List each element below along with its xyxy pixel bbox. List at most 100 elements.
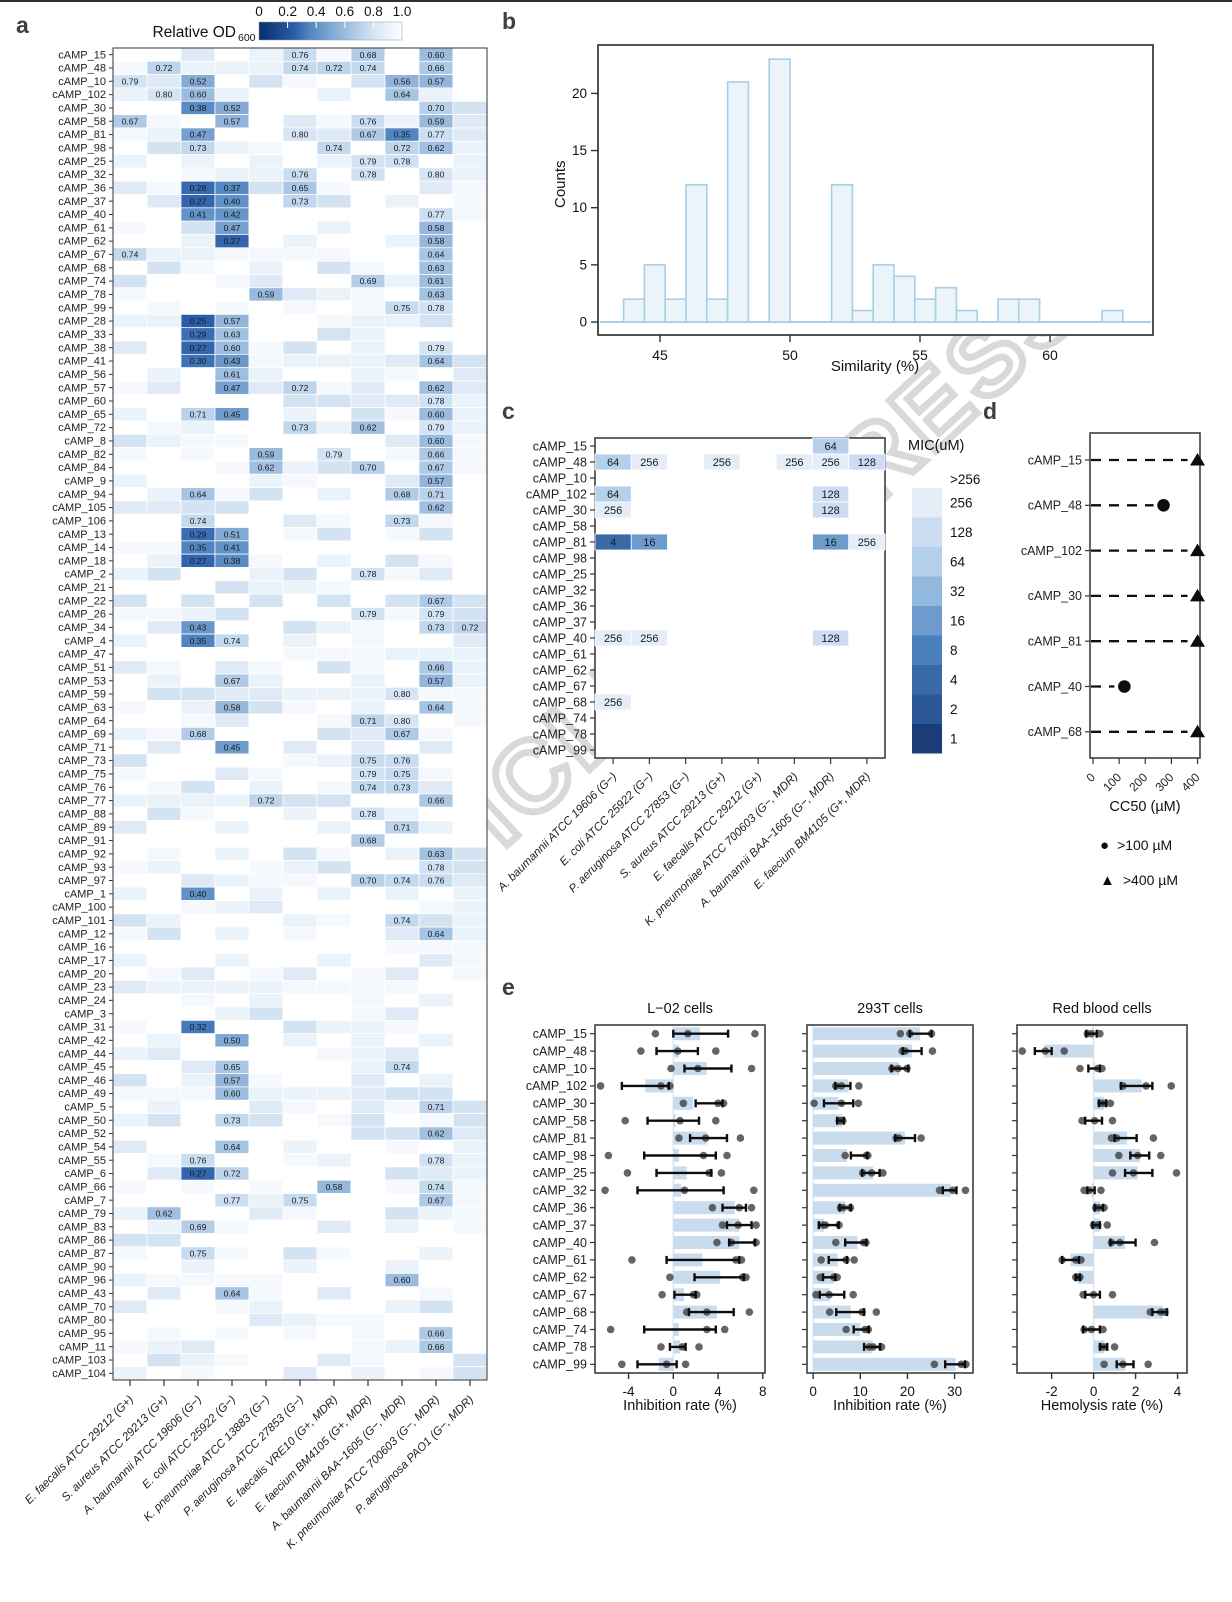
replicate-dot bbox=[718, 1221, 727, 1229]
x-tick-label: 4 bbox=[714, 1384, 722, 1399]
od-cell-value: 0.74 bbox=[190, 516, 207, 526]
od-cell-value: 0.74 bbox=[360, 63, 377, 73]
od-cell-value: 0.73 bbox=[394, 516, 411, 526]
x-tick-label: 0 bbox=[670, 1384, 678, 1399]
row-label: cAMP_65 bbox=[58, 409, 106, 421]
row-label: cAMP_78 bbox=[58, 289, 106, 301]
row-label: cAMP_32 bbox=[58, 169, 106, 181]
replicate-dot bbox=[717, 1169, 726, 1177]
od-cell-value: 0.73 bbox=[428, 623, 445, 633]
od-cell-value: 0.27 bbox=[190, 556, 207, 566]
od-cell-value: 0.80 bbox=[428, 170, 445, 180]
x-tick-label: 4 bbox=[1174, 1384, 1182, 1399]
od-cell-value: 0.41 bbox=[190, 210, 207, 220]
row-label: cAMP_92 bbox=[58, 848, 106, 860]
row-label: cAMP_36 bbox=[58, 182, 106, 194]
replicate-dot bbox=[667, 1064, 675, 1073]
od-cell-value: 0.25 bbox=[190, 316, 207, 326]
panel-letter-a: a bbox=[16, 12, 29, 38]
replicate-dot bbox=[751, 1029, 759, 1038]
od-cell-value: 0.79 bbox=[326, 449, 343, 459]
od-cell-value: 0.76 bbox=[292, 170, 309, 180]
od-cell-value: 0.59 bbox=[428, 116, 445, 126]
replicate-dot bbox=[1108, 1290, 1117, 1299]
row-label: cAMP_51 bbox=[58, 662, 106, 674]
replicate-dot bbox=[713, 1238, 721, 1247]
row-label: cAMP_62 bbox=[533, 1271, 587, 1285]
od-cell-value: 0.71 bbox=[360, 716, 377, 726]
replicate-dot bbox=[1108, 1169, 1117, 1177]
od-cell-value: 0.47 bbox=[224, 223, 241, 233]
od-cell-value: 0.72 bbox=[394, 143, 411, 153]
colorbar-title: Relative OD bbox=[152, 24, 236, 41]
od-cell-value: 0.63 bbox=[224, 329, 241, 339]
plot-border bbox=[1016, 1024, 1188, 1374]
od-cell-value: 0.74 bbox=[360, 782, 377, 792]
od-cell-value: 0.66 bbox=[428, 662, 445, 672]
od-cell-value: 0.40 bbox=[224, 196, 241, 206]
x-tick-label: 2 bbox=[1132, 1384, 1140, 1399]
od-cell-value: 0.63 bbox=[428, 263, 445, 273]
replicate-dot bbox=[817, 1256, 825, 1264]
row-label: cAMP_69 bbox=[58, 729, 106, 741]
row-label: cAMP_77 bbox=[58, 795, 106, 807]
replicate-dot bbox=[681, 1360, 690, 1369]
od-cell-value: 0.74 bbox=[292, 63, 309, 73]
replicate-dot bbox=[1060, 1047, 1069, 1055]
row-label: cAMP_98 bbox=[533, 1149, 587, 1163]
row-label: cAMP_72 bbox=[58, 422, 106, 434]
od-cell-value: 0.38 bbox=[224, 556, 241, 566]
replicate-dot bbox=[747, 1064, 756, 1073]
replicate-dot bbox=[1110, 1343, 1119, 1351]
replicate-dot bbox=[850, 1256, 858, 1264]
od-cell-value: 0.66 bbox=[428, 796, 445, 806]
od-cell-value: 0.28 bbox=[190, 183, 207, 193]
row-label: cAMP_100 bbox=[52, 902, 106, 914]
row-label: cAMP_73 bbox=[58, 755, 106, 767]
od-cell-value: 0.79 bbox=[360, 609, 377, 619]
row-label: cAMP_40 bbox=[533, 1236, 587, 1250]
row-label: cAMP_32 bbox=[533, 1184, 587, 1198]
od-cell-value: 0.72 bbox=[156, 63, 173, 73]
od-cell-value: 0.80 bbox=[394, 689, 411, 699]
od-cell-value: 0.63 bbox=[428, 849, 445, 859]
replicate-dot bbox=[1149, 1134, 1158, 1142]
panel-b-y-axis-label: Counts bbox=[552, 160, 569, 208]
panel-b-x-axis-label: Similarity (%) bbox=[830, 358, 920, 375]
od-cell-value: 0.45 bbox=[224, 742, 241, 752]
replicate-dot bbox=[854, 1099, 863, 1108]
row-label: cAMP_67 bbox=[533, 1288, 587, 1302]
od-cell-value: 0.74 bbox=[394, 876, 411, 886]
row-label: cAMP_71 bbox=[58, 742, 106, 754]
od-cell-value: 0.43 bbox=[224, 356, 241, 366]
row-label: cAMP_81 bbox=[58, 129, 106, 141]
colorbar-tick-label: 0.8 bbox=[364, 4, 383, 19]
row-label: cAMP_40 bbox=[58, 209, 106, 221]
od-cell-value: 0.62 bbox=[258, 463, 275, 473]
row-label: cAMP_21 bbox=[58, 582, 106, 594]
od-cell-value: 0.76 bbox=[360, 116, 377, 126]
od-cell-value: 0.67 bbox=[428, 463, 445, 473]
row-label: cAMP_74 bbox=[533, 1323, 587, 1337]
od-cell-value: 0.76 bbox=[292, 50, 309, 60]
row-label: cAMP_68 bbox=[58, 262, 106, 274]
panel-letter-d: d bbox=[983, 398, 998, 424]
panel-letter-b: b bbox=[502, 8, 517, 34]
od-cell-value: 0.68 bbox=[394, 489, 411, 499]
row-label: cAMP_30 bbox=[533, 1097, 587, 1111]
od-cell-value: 0.60 bbox=[224, 343, 241, 353]
replicate-dot bbox=[842, 1325, 850, 1334]
row-label: cAMP_106 bbox=[52, 515, 106, 527]
od-cell-value: 0.74 bbox=[394, 916, 411, 926]
row-label: cAMP_57 bbox=[58, 382, 106, 394]
colorbar-tick-label: 1.0 bbox=[393, 4, 412, 19]
od-cell-value: 0.78 bbox=[428, 862, 445, 872]
replicate-dot bbox=[695, 1343, 703, 1351]
row-label: cAMP_94 bbox=[58, 489, 106, 501]
row-label: cAMP_15 bbox=[58, 49, 106, 61]
od-cell-value: 0.35 bbox=[190, 543, 207, 553]
xlabel-inhibition-l02: Inhibition rate (%) bbox=[623, 1398, 737, 1414]
replicate-dot bbox=[750, 1186, 758, 1195]
replicate-dot bbox=[849, 1290, 858, 1299]
plot-border bbox=[594, 1024, 766, 1374]
